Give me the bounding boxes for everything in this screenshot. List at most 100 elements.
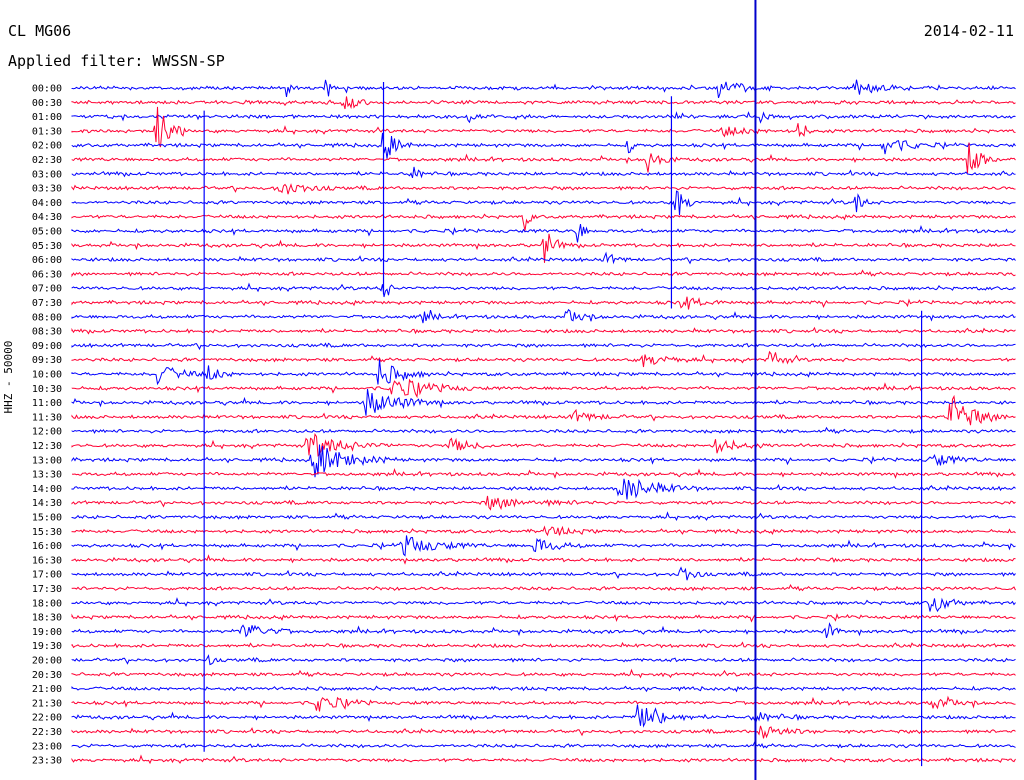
row-time-label: 11:30 (32, 412, 62, 423)
trace-line (71, 106, 1016, 148)
row-time-label: 18:30 (32, 613, 62, 624)
trace-line (71, 741, 1016, 749)
trace-line (71, 394, 1016, 426)
record-date: 2014-02-11 (923, 22, 1014, 40)
trace-line (71, 132, 1016, 159)
row-time-label: 23:30 (32, 756, 62, 767)
row-time-label: 04:00 (32, 198, 62, 209)
trace-line (71, 554, 1016, 565)
row-time-label: 13:30 (32, 470, 62, 481)
trace-line (71, 426, 1016, 435)
trace-line (71, 233, 1016, 263)
trace-line (71, 79, 1016, 99)
trace-line (71, 166, 1016, 179)
row-time-label: 20:30 (32, 670, 62, 681)
row-time-label: 08:00 (32, 312, 62, 323)
trace-line (71, 584, 1016, 592)
station-code: CL MG06 (8, 22, 72, 40)
trace-line (71, 432, 1016, 457)
row-time-label: 09:30 (32, 355, 62, 366)
row-time-label: 10:30 (32, 384, 62, 395)
row-time-label: 17:00 (32, 570, 62, 581)
trace-line (71, 613, 1016, 623)
trace-line (71, 695, 1016, 712)
trace-line (71, 269, 1016, 278)
row-time-label: 12:30 (32, 441, 62, 452)
trace-line (71, 685, 1016, 693)
trace-line (71, 350, 1016, 368)
trace-line (71, 296, 1016, 310)
row-time-label: 03:00 (32, 169, 62, 180)
row-time-label: 06:00 (32, 255, 62, 266)
row-time-label: 21:00 (32, 684, 62, 695)
row-time-label: 03:30 (32, 184, 62, 195)
trace-line (71, 468, 1016, 479)
trace-line (71, 308, 1016, 324)
trace-line (71, 525, 1016, 537)
trace-line (71, 342, 1016, 351)
row-time-label: 00:00 (32, 84, 62, 95)
row-time-label: 05:30 (32, 241, 62, 252)
trace-line (71, 224, 1016, 243)
trace-line (71, 641, 1016, 649)
row-time-label: 22:00 (32, 713, 62, 724)
trace-line (71, 444, 1016, 478)
trace-line (71, 725, 1016, 739)
row-time-label: 12:00 (32, 427, 62, 438)
row-time-label: 10:00 (32, 370, 62, 381)
row-time-label: 14:00 (32, 484, 62, 495)
row-time-label: 16:00 (32, 541, 62, 552)
row-time-label: 23:00 (32, 741, 62, 752)
trace-line (71, 190, 1016, 216)
trace-line (71, 282, 1016, 298)
applied-filter-label: Applied filter: WWSSN-SP (8, 52, 225, 70)
row-time-label: 11:00 (32, 398, 62, 409)
trace-line (71, 478, 1016, 500)
row-time-label: 07:30 (32, 298, 62, 309)
row-time-label: 02:30 (32, 155, 62, 166)
trace-line (71, 754, 1016, 765)
trace-line (71, 111, 1016, 124)
row-time-label: 22:30 (32, 727, 62, 738)
trace-line (71, 96, 1016, 110)
row-time-label: 15:00 (32, 513, 62, 524)
row-time-label: 13:00 (32, 455, 62, 466)
trace-line (71, 511, 1016, 522)
row-time-label: 00:30 (32, 98, 62, 109)
trace-line (71, 654, 1016, 666)
trace-line (71, 388, 1016, 416)
trace-line (71, 326, 1016, 335)
trace-line (71, 704, 1016, 728)
row-time-label: 09:00 (32, 341, 62, 352)
trace-line (71, 213, 1016, 231)
row-time-label: 17:30 (32, 584, 62, 595)
row-time-label: 04:30 (32, 212, 62, 223)
trace-line (71, 535, 1016, 557)
row-time-label: 01:30 (32, 126, 62, 137)
trace-line (71, 251, 1016, 265)
trace-line (71, 142, 1016, 174)
row-time-label: 08:30 (32, 327, 62, 338)
row-time-label: 18:00 (32, 598, 62, 609)
row-time-label: 05:00 (32, 227, 62, 238)
row-time-label: 07:00 (32, 284, 62, 295)
row-time-label: 02:00 (32, 141, 62, 152)
row-time-label: 19:30 (32, 641, 62, 652)
trace-line (71, 183, 1016, 195)
trace-line (71, 597, 1016, 613)
row-time-label: 16:30 (32, 555, 62, 566)
trace-line (71, 668, 1016, 679)
row-time-label: 06:30 (32, 269, 62, 280)
trace-line (71, 359, 1016, 386)
trace-line (71, 495, 1016, 511)
row-time-label: 15:30 (32, 527, 62, 538)
trace-line (71, 622, 1016, 639)
row-time-label: 21:30 (32, 698, 62, 709)
row-time-label: 01:00 (32, 112, 62, 123)
row-time-label: 19:00 (32, 627, 62, 638)
row-time-label: 14:30 (32, 498, 62, 509)
row-time-label: 20:00 (32, 656, 62, 667)
trace-line (71, 566, 1016, 581)
trace-line (71, 378, 1016, 399)
